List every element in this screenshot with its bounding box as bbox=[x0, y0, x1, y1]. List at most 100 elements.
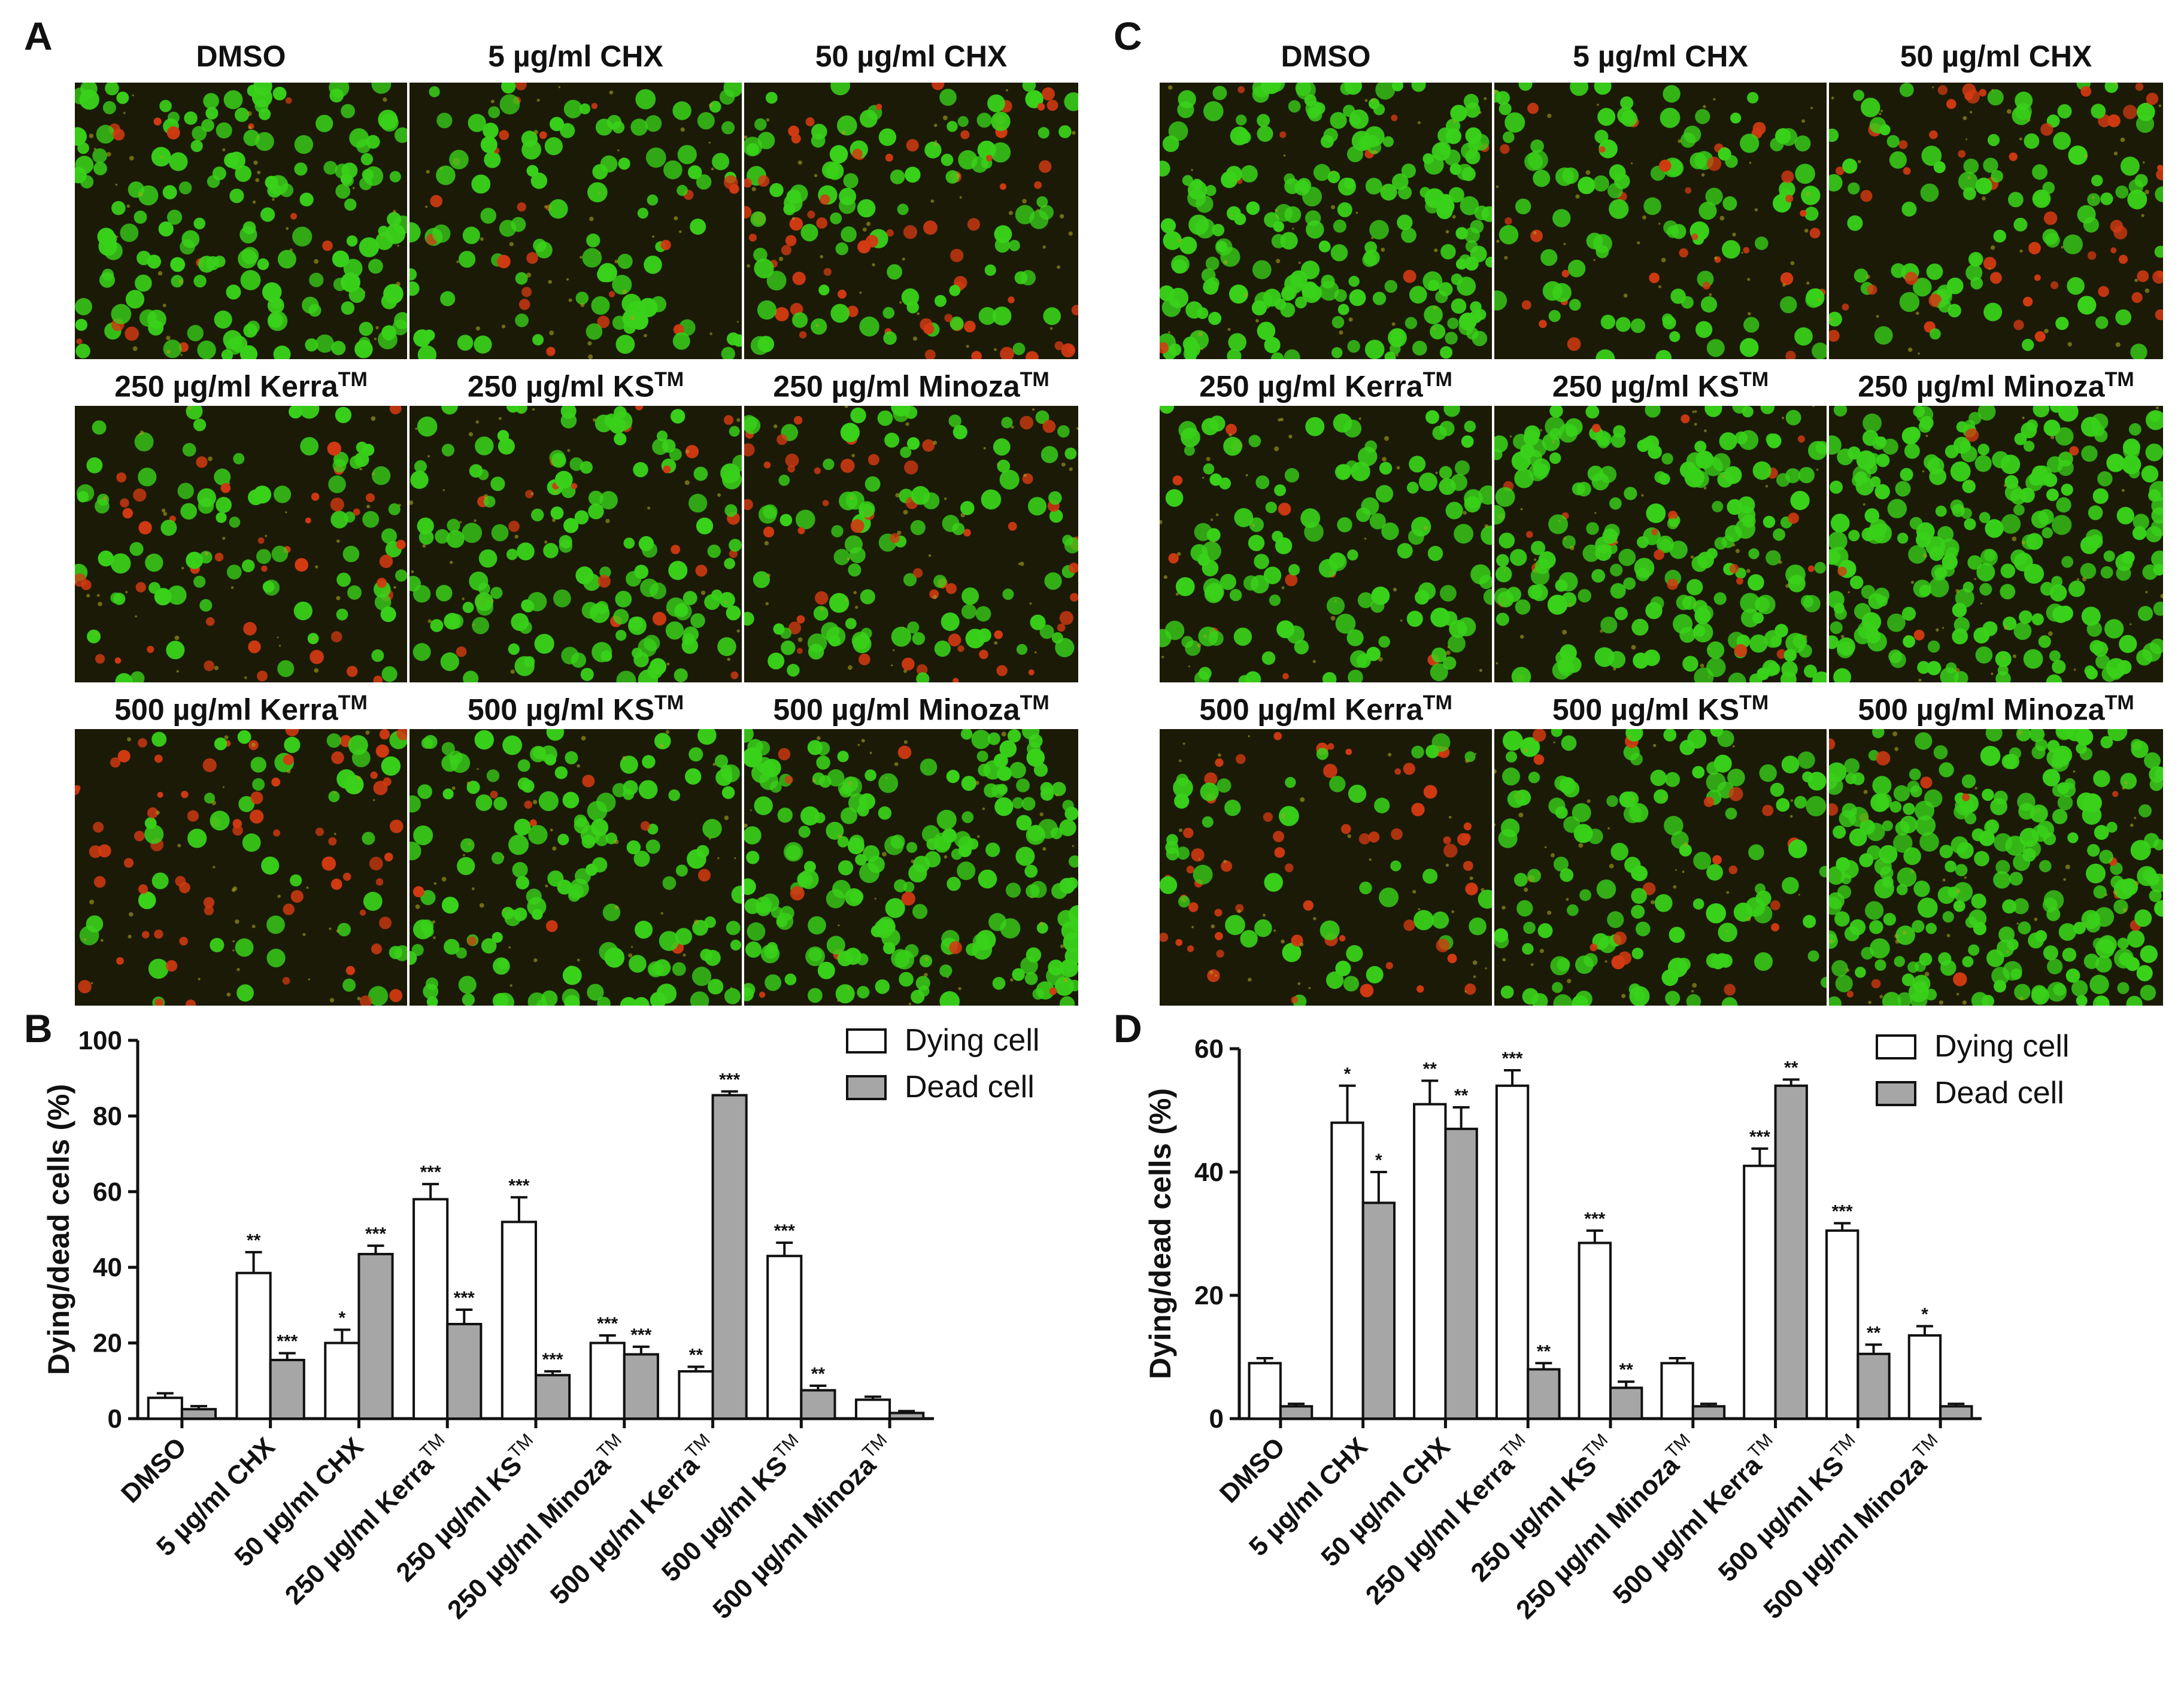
bar-dying-cell bbox=[1413, 1103, 1447, 1420]
significance-label: ** bbox=[1537, 1341, 1551, 1361]
bar-dying-cell bbox=[678, 1370, 714, 1420]
micrograph-title-text: 250 µg/ml Minoza bbox=[773, 369, 1020, 403]
x-category-label: 500 µg/ml KerraTM bbox=[542, 1430, 723, 1610]
significance-label: *** bbox=[542, 1350, 563, 1370]
significance-label: *** bbox=[420, 1162, 441, 1182]
significance-label: ** bbox=[1423, 1059, 1437, 1079]
micrograph-title-text: 500 µg/ml Minoza bbox=[1858, 693, 2105, 727]
significance-label: *** bbox=[630, 1325, 651, 1345]
micrograph-a-3: 250 µg/ml KerraTM bbox=[75, 368, 407, 682]
legend-swatch-dead bbox=[846, 1075, 887, 1100]
micrograph-c-3: 250 µg/ml KerraTM bbox=[1160, 368, 1492, 682]
bar-dead-cell bbox=[1939, 1405, 1973, 1420]
significance-label: *** bbox=[1584, 1209, 1605, 1229]
legend-label: Dead cell bbox=[1934, 1076, 2064, 1110]
bar-dying-cell bbox=[324, 1341, 360, 1420]
legend-label: Dying cell bbox=[1934, 1029, 2069, 1064]
legend-swatch-dying bbox=[846, 1028, 887, 1054]
x-category-text: 500 µg/ml Minoza bbox=[1758, 1450, 1933, 1625]
trademark-sup: TM bbox=[1422, 368, 1452, 391]
micrograph-a-5: 250 µg/ml MinozaTM bbox=[744, 368, 1078, 682]
trademark-sup: TM bbox=[1739, 691, 1769, 714]
significance-label: * bbox=[1344, 1064, 1351, 1084]
micrograph-title: 5 µg/ml CHX bbox=[1494, 32, 1827, 80]
micrograph-title-text: 250 µg/ml Kerra bbox=[114, 369, 338, 403]
y-tick-label: 60 bbox=[1194, 1034, 1224, 1064]
fluorescence-image bbox=[75, 729, 407, 1006]
micrograph-a-1: 5 µg/ml CHX bbox=[410, 40, 742, 359]
micrograph-title-text: 500 µg/ml KS bbox=[467, 693, 655, 727]
y-axis-title: Dying/dead cells (%) bbox=[42, 1084, 75, 1375]
micrograph-title-text: 250 µg/ml KS bbox=[1552, 369, 1740, 403]
fluorescence-image-svg bbox=[75, 83, 407, 359]
significance-label: * bbox=[1921, 1305, 1928, 1325]
y-axis-title: Dying/dead cells (%) bbox=[1143, 1088, 1177, 1379]
legend-label: Dead cell bbox=[905, 1070, 1035, 1104]
micrograph-title: DMSO bbox=[75, 32, 407, 80]
micrograph-title: 250 µg/ml KSTM bbox=[410, 356, 742, 403]
micrograph-a-0: DMSO bbox=[75, 40, 407, 359]
bar-dead-cell bbox=[1444, 1127, 1478, 1420]
bar-dead-cell bbox=[1361, 1201, 1396, 1420]
bar-dying-cell bbox=[766, 1255, 803, 1420]
micrograph-title-text: 250 µg/ml Kerra bbox=[1199, 369, 1423, 403]
panel-letter-d: D bbox=[1114, 1006, 1142, 1051]
micrograph-title: 250 µg/ml MinozaTM bbox=[744, 356, 1078, 403]
bar-chart-d: 0 20 40 60 Dying/dead cells (%) DMSO * * 5 µg/ml… bbox=[1096, 1006, 2184, 1688]
bar-dead-cell bbox=[888, 1411, 925, 1420]
fluorescence-image-svg bbox=[1829, 83, 2163, 359]
fluorescence-image bbox=[1494, 406, 1827, 682]
micrograph-title-text: 250 µg/ml KS bbox=[467, 369, 655, 403]
x-category-text: 250 µg/ml Kerra bbox=[1360, 1450, 1520, 1610]
micrograph-title-text: DMSO bbox=[196, 40, 286, 73]
fluorescence-image-svg bbox=[410, 406, 742, 682]
micrograph-a-8: 500 µg/ml MinozaTM bbox=[744, 691, 1078, 1006]
fluorescence-image-svg bbox=[744, 729, 1078, 1006]
fluorescence-image bbox=[75, 406, 407, 682]
micrograph-title-text: DMSO bbox=[1281, 40, 1371, 73]
legend-swatch-dying bbox=[1876, 1034, 1916, 1059]
bar-dying-cell bbox=[500, 1221, 537, 1420]
trademark-sup: TM bbox=[1422, 691, 1452, 714]
micrograph-title: 500 µg/ml KerraTM bbox=[1160, 679, 1492, 727]
bar-chart-b: 0 20 40 60 80 100 Dying/dead cells (%) DMSO ** **… bbox=[0, 1006, 1066, 1688]
x-category-label: DMSO bbox=[1214, 1432, 1291, 1508]
micrograph-title-text: 500 µg/ml Kerra bbox=[114, 693, 338, 727]
bar-dead-cell bbox=[1857, 1352, 1891, 1420]
micrograph-a-2: 50 µg/ml CHX bbox=[744, 40, 1078, 359]
micrograph-title-text: 50 µg/ml CHX bbox=[1900, 40, 2092, 73]
bar-dying-cell bbox=[1495, 1084, 1530, 1420]
micrograph-a-4: 250 µg/ml KSTM bbox=[410, 368, 742, 682]
bar-dead-cell bbox=[800, 1389, 836, 1420]
bar-dead-cell bbox=[269, 1359, 305, 1420]
fluorescence-image-svg bbox=[1160, 729, 1492, 1006]
micrograph-title-text: 5 µg/ml CHX bbox=[488, 40, 663, 73]
micrograph-title-text: 50 µg/ml CHX bbox=[815, 40, 1008, 73]
micrograph-title-text: 500 µg/ml Kerra bbox=[1199, 693, 1423, 727]
micrograph-c-6: 500 µg/ml KerraTM bbox=[1160, 691, 1492, 1006]
fluorescence-image bbox=[1160, 83, 1492, 359]
significance-label: *** bbox=[277, 1332, 298, 1352]
micrograph-c-8: 500 µg/ml MinozaTM bbox=[1829, 691, 2163, 1006]
y-tick-label: 100 bbox=[78, 1026, 122, 1055]
fluorescence-image-svg bbox=[1160, 83, 1492, 359]
significance-label: * bbox=[1375, 1150, 1382, 1170]
legend-label: Dying cell bbox=[905, 1023, 1039, 1058]
fluorescence-image bbox=[744, 83, 1078, 359]
bar-dead-cell bbox=[180, 1408, 217, 1420]
micrograph-c-1: 5 µg/ml CHX bbox=[1494, 40, 1827, 359]
panel-letter-b: B bbox=[24, 1006, 53, 1051]
bar-dying-cell bbox=[1743, 1164, 1777, 1420]
bar-dying-cell bbox=[1825, 1229, 1860, 1420]
trademark-sup: TM bbox=[338, 368, 368, 391]
legend-swatch-dead bbox=[1876, 1081, 1916, 1106]
micrograph-title-text: 500 µg/ml Minoza bbox=[773, 693, 1020, 727]
trademark-sup: TM bbox=[1020, 368, 1049, 391]
bar-dead-cell bbox=[1609, 1386, 1643, 1420]
micrograph-a-6: 500 µg/ml KerraTM bbox=[75, 691, 407, 1006]
significance-label: *** bbox=[454, 1288, 475, 1308]
x-category-text: 500 µg/ml Kerra bbox=[545, 1450, 705, 1610]
micrograph-title-text: 5 µg/ml CHX bbox=[1573, 40, 1748, 73]
significance-label: ** bbox=[1867, 1323, 1881, 1343]
significance-label: ** bbox=[1454, 1086, 1469, 1106]
